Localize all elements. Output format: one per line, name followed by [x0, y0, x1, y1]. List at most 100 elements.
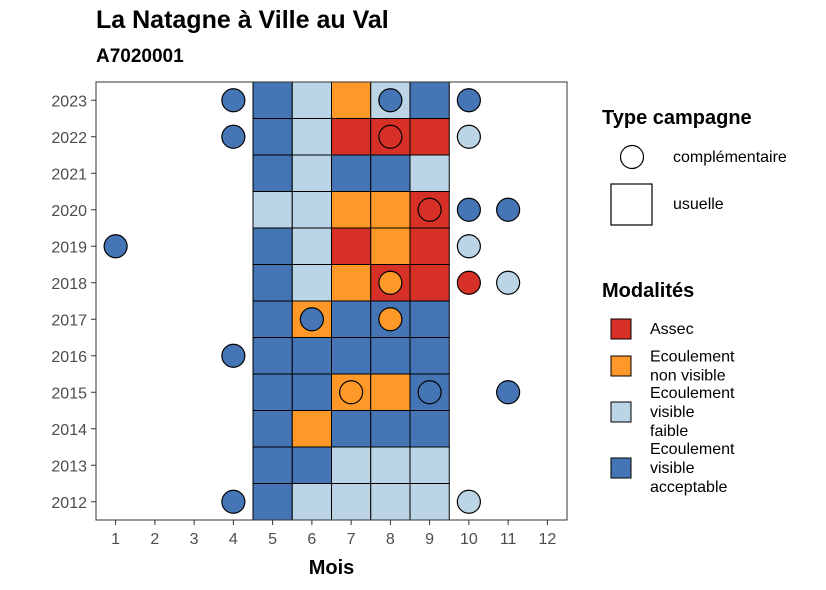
x-tick-label-4: 4 — [229, 531, 238, 548]
point-2017-6 — [299, 307, 324, 332]
cell-2023-7 — [331, 81, 372, 119]
cell-2021-6 — [291, 154, 332, 192]
x-tick-label-2: 2 — [150, 531, 159, 548]
chart-title: La Natagne à Ville au Val — [96, 6, 389, 34]
cell-2022-7 — [331, 118, 372, 156]
x-axis-title: Mois — [309, 557, 355, 579]
legend-label-assec-line-1: Assec — [650, 321, 694, 338]
legend-type-campagne: Type campagne complémentaire usuelle — [602, 107, 787, 226]
cell-2021-5 — [252, 154, 293, 192]
point-2020-10 — [456, 197, 481, 222]
cell-2016-6 — [291, 337, 332, 375]
x-axis: 1 2 3 4 5 6 7 8 9 10 11 12 — [111, 520, 556, 548]
point-2023-10 — [456, 88, 481, 113]
y-tick-label-2013: 2013 — [51, 458, 87, 475]
y-tick-label-2015: 2015 — [51, 385, 87, 402]
y-tick-label-2020: 2020 — [51, 203, 87, 220]
cell-2019-6 — [291, 227, 332, 265]
y-tick-label-2017: 2017 — [51, 312, 87, 329]
y-tick-label-2018: 2018 — [51, 276, 87, 293]
legend-label-complementaire: complémentaire — [673, 149, 787, 166]
cell-2022-6 — [291, 118, 332, 156]
point-2016-4 — [221, 343, 246, 368]
point-2018-10 — [456, 270, 481, 295]
cell-2019-9 — [409, 227, 450, 265]
cell-2016-9 — [409, 337, 450, 375]
legend-modalites-title: Modalités — [602, 280, 694, 302]
cell-2014-8 — [370, 410, 411, 448]
complementary-points-layer — [103, 88, 521, 514]
legend-swatch-ecoulement-visible-acceptable — [610, 457, 632, 479]
cell-2013-7 — [331, 446, 372, 484]
y-tick-label-2019: 2019 — [51, 239, 87, 256]
cell-2012-8 — [370, 483, 411, 521]
legend-label-ecoulement-visible-faible-line-3: faible — [650, 423, 688, 440]
legend-type-title: Type campagne — [602, 107, 752, 129]
point-2019-10 — [456, 234, 481, 259]
legend-label-ecoulement-visible-acceptable-line-2: visible — [650, 460, 695, 477]
cell-2018-7 — [331, 264, 372, 302]
cell-2022-5 — [252, 118, 293, 156]
x-tick-label-8: 8 — [386, 531, 395, 548]
cell-2012-7 — [331, 483, 372, 521]
legend-label-usuelle: usuelle — [673, 196, 724, 213]
cell-2015-8 — [370, 373, 411, 411]
x-tick-label-3: 3 — [190, 531, 199, 548]
legend-swatch-ecoulement-visible-faible — [610, 401, 632, 423]
cell-2017-9 — [409, 300, 450, 338]
point-2012-4 — [221, 489, 246, 514]
cell-2012-6 — [291, 483, 332, 521]
usual-cells-layer — [252, 81, 450, 521]
point-2022-4 — [221, 124, 246, 149]
y-tick-label-2012: 2012 — [51, 495, 87, 512]
cell-2021-7 — [331, 154, 372, 192]
y-tick-label-2022: 2022 — [51, 130, 87, 147]
chart-subtitle: A7020001 — [96, 46, 184, 67]
cell-2013-6 — [291, 446, 332, 484]
point-2020-11 — [496, 197, 521, 222]
cell-2015-6 — [291, 373, 332, 411]
x-tick-label-9: 9 — [425, 531, 434, 548]
y-tick-label-2014: 2014 — [51, 422, 87, 439]
cell-2016-5 — [252, 337, 293, 375]
legend-label-ecoulement-visible-faible-line-1: Ecoulement — [650, 385, 735, 402]
cell-2023-5 — [252, 81, 293, 119]
cell-2012-9 — [409, 483, 450, 521]
x-tick-label-10: 10 — [460, 531, 478, 548]
legend-label-ecoulement-visible-acceptable-line-3: acceptable — [650, 479, 727, 496]
cell-2017-5 — [252, 300, 293, 338]
legend-label-ecoulement-visible-faible-line-2: visible — [650, 404, 695, 421]
cell-2016-8 — [370, 337, 411, 375]
legend-label-ecoulement-non-visible-line-1: Ecoulement — [650, 349, 735, 366]
cell-2018-6 — [291, 264, 332, 302]
legend-swatch-ecoulement-non-visible — [610, 355, 632, 377]
cell-2013-8 — [370, 446, 411, 484]
plot-panel-border — [95, 81, 568, 521]
point-2015-11 — [496, 380, 521, 405]
cell-2017-7 — [331, 300, 372, 338]
cell-2019-8 — [370, 227, 411, 265]
cell-2020-6 — [291, 191, 332, 229]
x-tick-label-12: 12 — [538, 531, 556, 548]
cell-2014-7 — [331, 410, 372, 448]
point-2018-8 — [378, 270, 403, 295]
cell-2023-6 — [291, 81, 332, 119]
x-tick-label-11: 11 — [500, 531, 517, 548]
cell-2020-7 — [331, 191, 372, 229]
x-tick-label-7: 7 — [347, 531, 356, 548]
legend-label-ecoulement-visible-acceptable-line-1: Ecoulement — [650, 441, 735, 458]
x-tick-label-1: 1 — [111, 531, 120, 548]
cell-2023-9 — [409, 81, 450, 119]
cell-2022-9 — [409, 118, 450, 156]
cell-2015-5 — [252, 373, 293, 411]
cell-2016-7 — [331, 337, 372, 375]
cell-2018-5 — [252, 264, 293, 302]
point-2015-7 — [339, 380, 364, 405]
cell-2014-6 — [291, 410, 332, 448]
x-tick-label-6: 6 — [307, 531, 316, 548]
cell-2020-8 — [370, 191, 411, 229]
cell-2020-5 — [252, 191, 293, 229]
cell-2013-5 — [252, 446, 293, 484]
